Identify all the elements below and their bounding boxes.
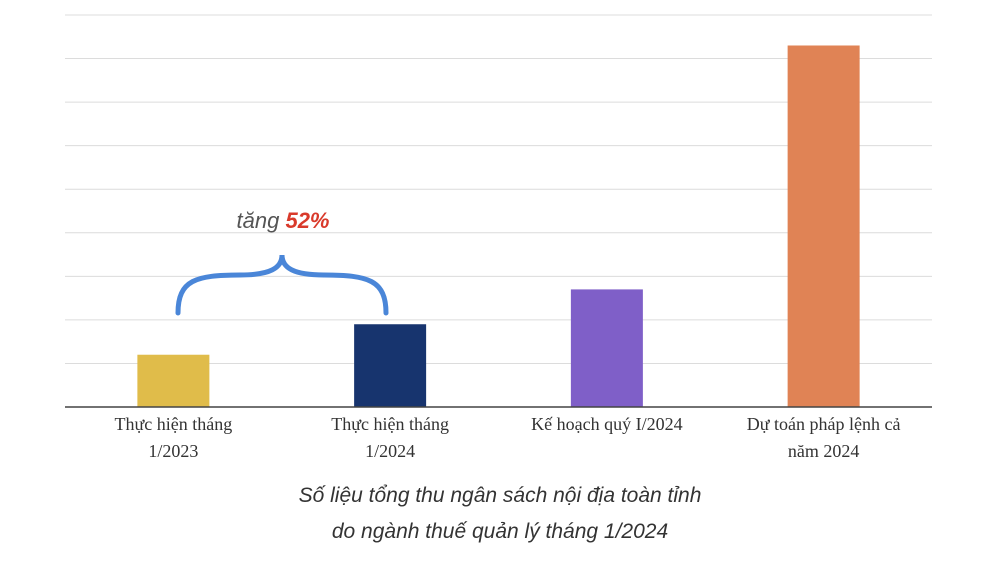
annotation: tăng 52% xyxy=(183,208,383,234)
x-tick-label: Dự toán pháp lệnh cả năm 2024 xyxy=(746,414,901,461)
chart-title: Số liệu tổng thu ngân sách nội địa toàn … xyxy=(298,484,702,543)
annotation-text: tăng xyxy=(236,208,280,233)
bar xyxy=(570,289,643,407)
annotation-emphasis: 52% xyxy=(285,208,330,233)
x-tick-label: Thực hiện tháng 1/2023 xyxy=(114,414,233,461)
bar xyxy=(137,354,210,407)
bar xyxy=(787,45,860,407)
brace xyxy=(175,254,389,316)
x-tick-label: Thực hiện tháng 1/2024 xyxy=(331,414,449,461)
x-tick-label: Kế hoạch quý I/2024 xyxy=(531,414,683,434)
bar xyxy=(354,324,427,407)
